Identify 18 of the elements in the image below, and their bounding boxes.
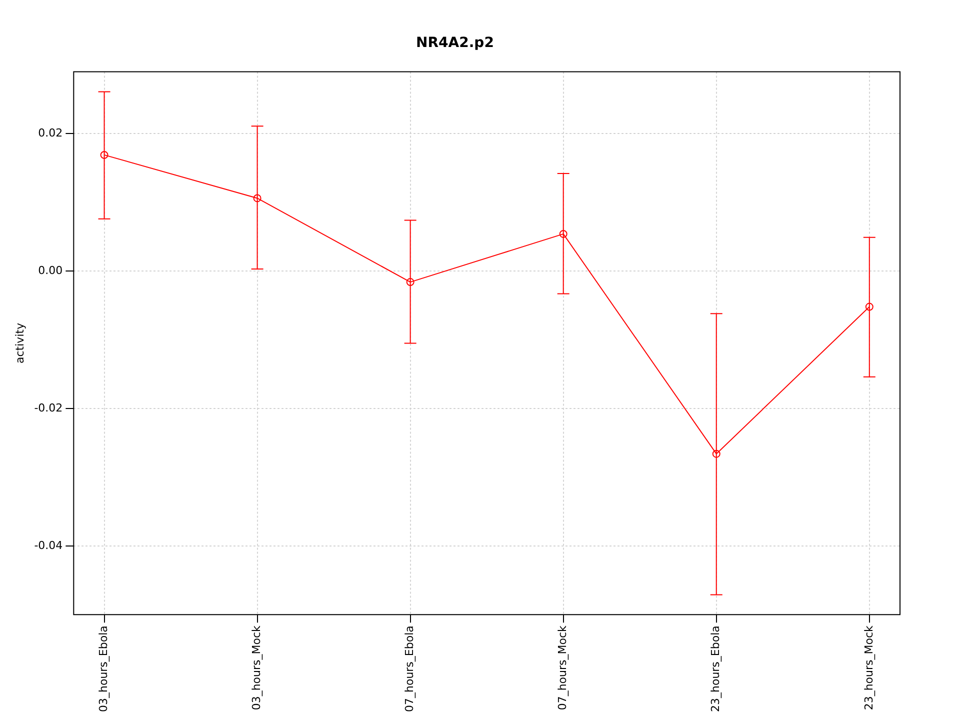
x-tick-label: 23_hours_Mock [862,624,876,710]
y-tick-label: -0.02 [34,401,63,414]
point [712,450,720,458]
y-tick-label: -0.04 [34,538,63,552]
point [559,230,568,238]
y-tick-label: 0.00 [38,264,63,277]
x-tick-label: 23_hours_Ebola [709,626,722,712]
x-tick-label: 07_hours_Ebola [403,626,416,712]
x-tick-label: 03_hours_Mock [250,624,264,710]
chart-title: NR4A2.p2 [416,35,494,52]
point [253,194,262,202]
point [406,278,414,286]
y-axis-title: activity [13,322,26,364]
x-tick-label: 03_hours_Ebola [97,626,110,712]
x-tick-label: 07_hours_Mock [556,624,570,710]
point [100,150,108,159]
y-tick-label: 0.02 [38,126,63,140]
point [865,302,874,311]
